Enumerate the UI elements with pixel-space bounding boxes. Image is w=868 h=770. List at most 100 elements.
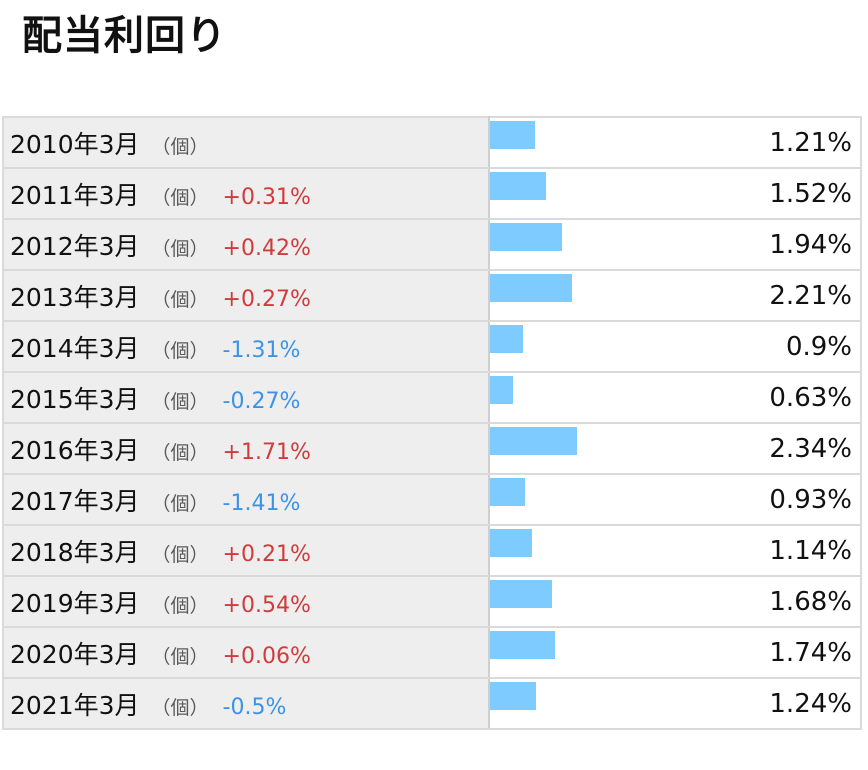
period-cell: 2012年3月 （個） +0.42% bbox=[2, 218, 490, 271]
period-cell: 2011年3月 （個） +0.31% bbox=[2, 167, 490, 220]
change-label: +0.31% bbox=[222, 184, 311, 210]
bar-track bbox=[490, 375, 619, 404]
period-cell: 2010年3月 （個） bbox=[2, 116, 490, 169]
period-cell: 2016年3月 （個） +1.71% bbox=[2, 422, 490, 475]
yield-value: 1.21% bbox=[619, 116, 862, 169]
yield-value: 1.74% bbox=[619, 626, 862, 679]
change-label: -0.5% bbox=[222, 694, 287, 720]
table-row: 2017年3月 （個） -1.41% 0.93% bbox=[2, 473, 862, 526]
yield-value: 1.24% bbox=[619, 677, 862, 730]
page-title: 配当利回り bbox=[22, 13, 227, 59]
unit-label: （個） bbox=[151, 594, 209, 617]
change-label: +0.27% bbox=[222, 286, 311, 312]
yield-value: 1.52% bbox=[619, 167, 862, 220]
table-row: 2019年3月 （個） +0.54% 1.68% bbox=[2, 575, 862, 628]
yield-bar bbox=[490, 375, 513, 404]
bar-track bbox=[490, 426, 619, 455]
unit-label: （個） bbox=[151, 237, 209, 260]
bar-cell bbox=[489, 524, 619, 577]
unit-label: （個） bbox=[151, 186, 209, 209]
bar-track bbox=[490, 171, 619, 200]
change-label: -1.31% bbox=[222, 337, 301, 363]
bar-cell bbox=[489, 677, 619, 730]
change-label: -1.41% bbox=[222, 490, 301, 516]
table-row: 2018年3月 （個） +0.21% 1.14% bbox=[2, 524, 862, 577]
yield-value: 1.68% bbox=[619, 575, 862, 628]
bar-cell bbox=[489, 371, 619, 424]
period-label: 2014年3月 bbox=[10, 333, 140, 363]
bar-cell bbox=[489, 167, 619, 220]
table-row: 2021年3月 （個） -0.5% 1.24% bbox=[2, 677, 862, 730]
change-label: +0.06% bbox=[222, 643, 311, 669]
unit-label: （個） bbox=[151, 288, 209, 311]
bar-track bbox=[490, 324, 619, 353]
yield-value: 0.9% bbox=[619, 320, 862, 373]
unit-label: （個） bbox=[151, 441, 209, 464]
period-cell: 2015年3月 （個） -0.27% bbox=[2, 371, 490, 424]
period-label: 2017年3月 bbox=[10, 486, 140, 516]
bar-track bbox=[490, 681, 619, 710]
table-row: 2015年3月 （個） -0.27% 0.63% bbox=[2, 371, 862, 424]
period-cell: 2019年3月 （個） +0.54% bbox=[2, 575, 490, 628]
bar-track bbox=[490, 477, 619, 506]
bar-cell bbox=[489, 269, 619, 322]
unit-label: （個） bbox=[151, 390, 209, 413]
unit-label: （個） bbox=[151, 135, 209, 158]
yield-bar bbox=[490, 477, 525, 506]
bar-cell bbox=[489, 626, 619, 679]
yield-bar bbox=[490, 171, 546, 200]
period-label: 2010年3月 bbox=[10, 129, 140, 159]
period-cell: 2021年3月 （個） -0.5% bbox=[2, 677, 490, 730]
yield-bar bbox=[490, 630, 555, 659]
period-label: 2018年3月 bbox=[10, 537, 140, 567]
period-cell: 2020年3月 （個） +0.06% bbox=[2, 626, 490, 679]
change-label: +1.71% bbox=[222, 439, 311, 465]
unit-label: （個） bbox=[151, 645, 209, 668]
yield-bar bbox=[490, 579, 552, 608]
table-row: 2014年3月 （個） -1.31% 0.9% bbox=[2, 320, 862, 373]
bar-track bbox=[490, 528, 619, 557]
period-label: 2016年3月 bbox=[10, 435, 140, 465]
yield-bar bbox=[490, 426, 577, 455]
unit-label: （個） bbox=[151, 543, 209, 566]
period-label: 2019年3月 bbox=[10, 588, 140, 618]
change-label: +0.54% bbox=[222, 592, 311, 618]
yield-bar bbox=[490, 120, 535, 149]
period-cell: 2013年3月 （個） +0.27% bbox=[2, 269, 490, 322]
bar-cell bbox=[489, 320, 619, 373]
period-label: 2015年3月 bbox=[10, 384, 140, 414]
period-label: 2012年3月 bbox=[10, 231, 140, 261]
table-row: 2013年3月 （個） +0.27% 2.21% bbox=[2, 269, 862, 322]
yield-bar bbox=[490, 324, 523, 353]
bar-cell bbox=[489, 422, 619, 475]
change-label: +0.21% bbox=[222, 541, 311, 567]
yield-value: 2.21% bbox=[619, 269, 862, 322]
table-body: 2010年3月 （個） 1.21% 2011年3月 （個） +0.31% 1.52% 2012… bbox=[2, 116, 862, 730]
bar-track bbox=[490, 630, 619, 659]
table-row: 2020年3月 （個） +0.06% 1.74% bbox=[2, 626, 862, 679]
yield-bar bbox=[490, 222, 562, 251]
bar-cell bbox=[489, 575, 619, 628]
change-label: +0.42% bbox=[222, 235, 311, 261]
dividend-yield-table: 2010年3月 （個） 1.21% 2011年3月 （個） +0.31% 1.52% 2012… bbox=[2, 116, 862, 730]
yield-value: 1.94% bbox=[619, 218, 862, 271]
bar-track bbox=[490, 120, 619, 149]
period-cell: 2017年3月 （個） -1.41% bbox=[2, 473, 490, 526]
table-row: 2016年3月 （個） +1.71% 2.34% bbox=[2, 422, 862, 475]
period-label: 2021年3月 bbox=[10, 690, 140, 720]
yield-bar bbox=[490, 681, 536, 710]
change-label: -0.27% bbox=[222, 388, 301, 414]
bar-cell bbox=[489, 218, 619, 271]
table-row: 2012年3月 （個） +0.42% 1.94% bbox=[2, 218, 862, 271]
yield-value: 0.93% bbox=[619, 473, 862, 526]
yield-bar bbox=[490, 528, 532, 557]
period-label: 2011年3月 bbox=[10, 180, 140, 210]
table-row: 2011年3月 （個） +0.31% 1.52% bbox=[2, 167, 862, 220]
yield-value: 1.14% bbox=[619, 524, 862, 577]
period-cell: 2014年3月 （個） -1.31% bbox=[2, 320, 490, 373]
bar-cell bbox=[489, 473, 619, 526]
unit-label: （個） bbox=[151, 339, 209, 362]
yield-value: 2.34% bbox=[619, 422, 862, 475]
yield-value: 0.63% bbox=[619, 371, 862, 424]
unit-label: （個） bbox=[151, 492, 209, 515]
